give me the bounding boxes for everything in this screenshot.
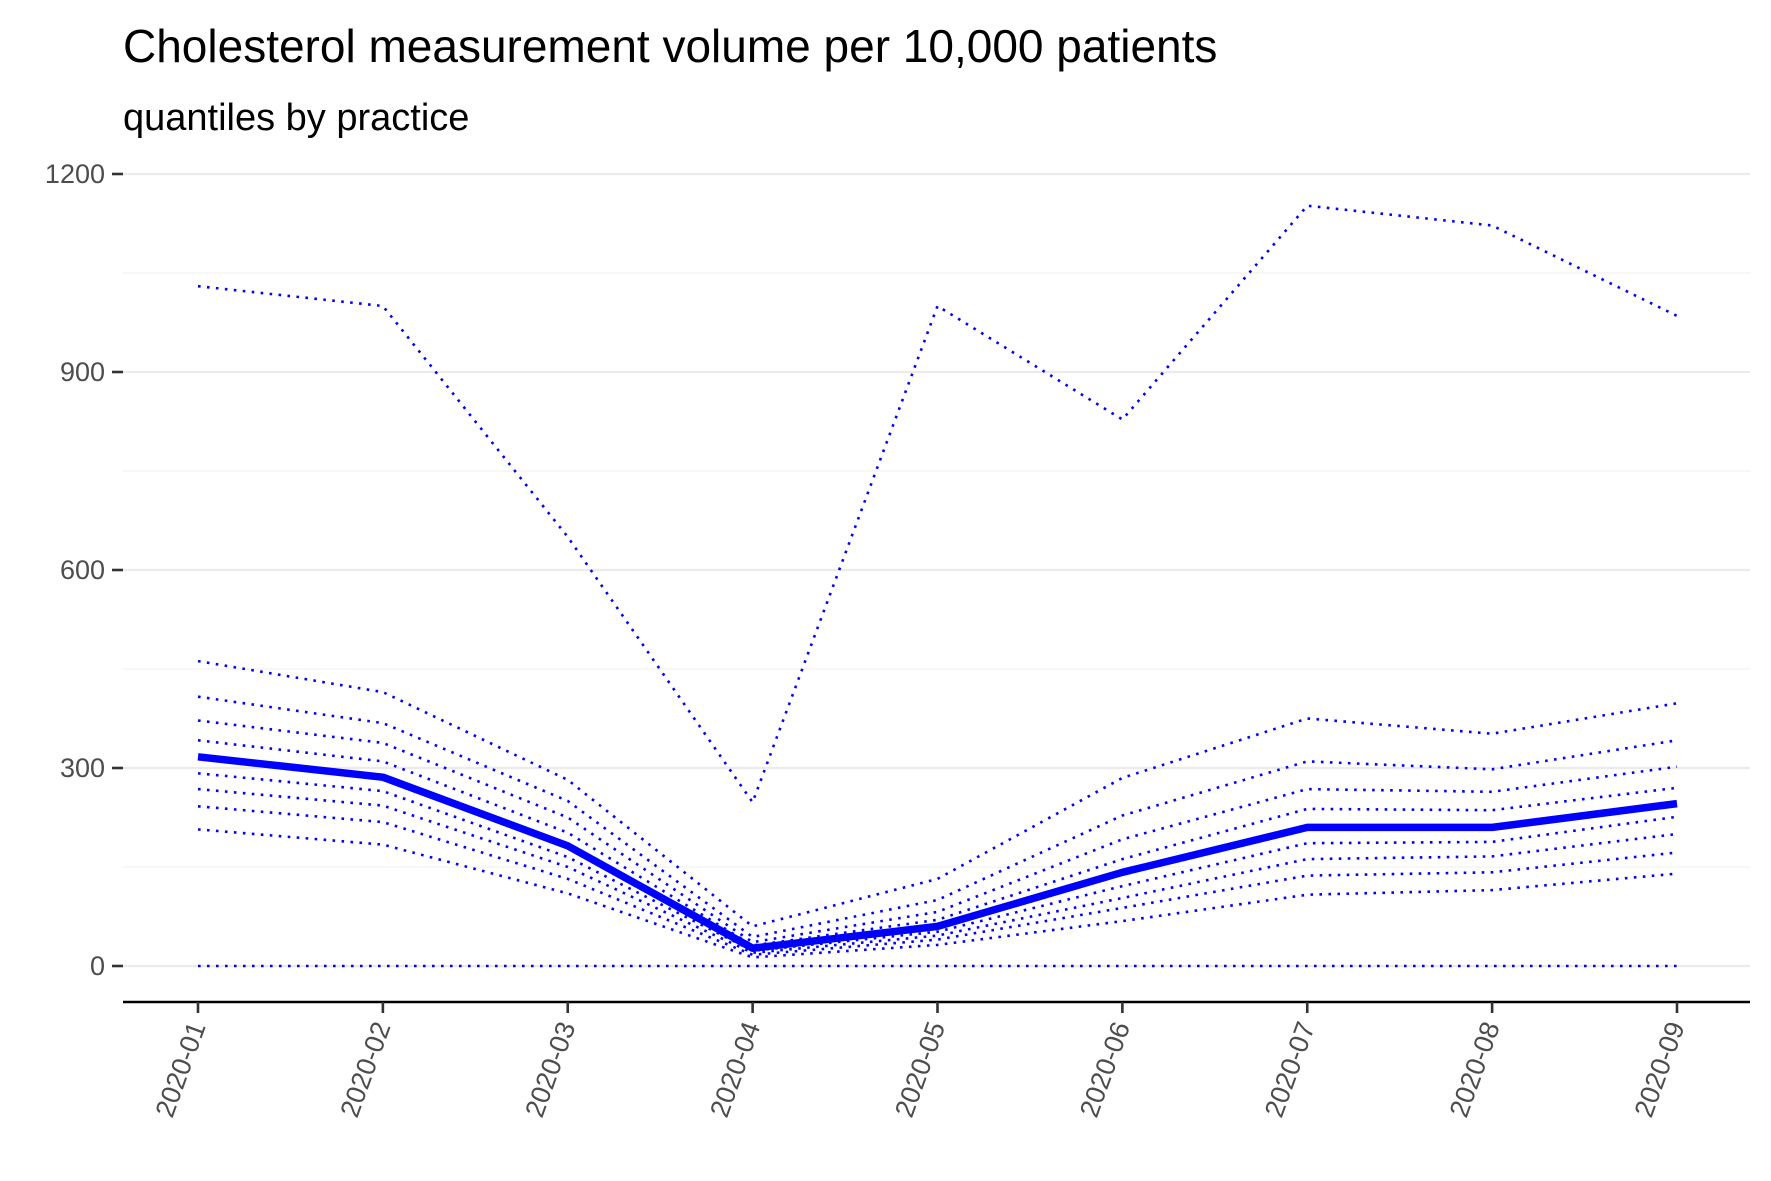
- quantile-line-7: [197, 719, 1678, 944]
- y-tick-label: 0: [90, 951, 105, 981]
- quantile-line-1: [197, 828, 1678, 959]
- quantile-line-6: [197, 739, 1678, 947]
- y-tick-label: 900: [60, 357, 105, 387]
- x-tick-label: 2020-02: [334, 1018, 396, 1121]
- x-tick-label: 2020-08: [1444, 1018, 1506, 1121]
- quantile-line-3: [197, 787, 1678, 955]
- x-tick-label: 2020-05: [889, 1018, 951, 1121]
- x-tick-label: 2020-04: [704, 1018, 766, 1121]
- quantile-line-4: [197, 772, 1678, 953]
- y-tick-label: 1200: [45, 159, 105, 189]
- gridlines: [123, 172, 1750, 968]
- y-tick-label: 300: [60, 753, 105, 783]
- quantile-line-8: [197, 695, 1678, 939]
- series-lines: [197, 204, 1678, 968]
- x-tick-label: 2020-07: [1259, 1018, 1321, 1121]
- y-tick-label: 600: [60, 555, 105, 585]
- x-tick-label: 2020-06: [1074, 1018, 1136, 1121]
- chart-title: Cholesterol measurement volume per 10,00…: [123, 20, 1217, 72]
- chart-subtitle: quantiles by practice: [123, 97, 469, 139]
- axes: 0 300 600 900 1200 2020-01 2020-02 2020-03 2020-…: [45, 159, 1750, 1121]
- x-tick-label: 2020-03: [519, 1018, 581, 1121]
- median-line: [197, 753, 1678, 952]
- x-tick-label: 2020-09: [1629, 1018, 1691, 1121]
- quantile-line-10: [197, 204, 1678, 806]
- x-tick-label: 2020-01: [150, 1018, 212, 1121]
